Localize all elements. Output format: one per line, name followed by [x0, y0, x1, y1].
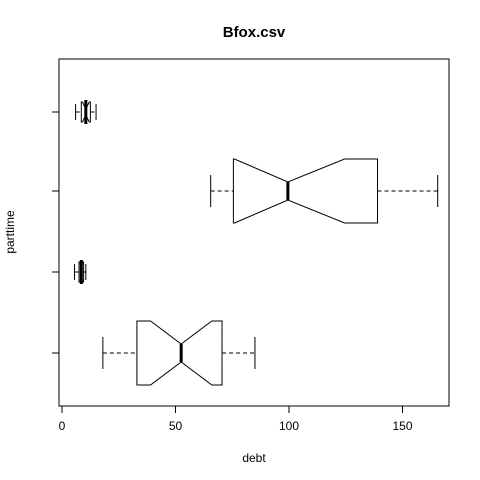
box-3	[210, 158, 439, 224]
box-body-3	[232, 158, 379, 224]
x-tick-label-0: 0	[59, 419, 66, 433]
chart-title: Bfox.csv	[223, 24, 286, 41]
x-tick-label-1: 50	[169, 419, 183, 433]
x-axis: 0 50 100 150	[59, 405, 413, 433]
x-axis-label: debt	[242, 451, 266, 465]
box-4	[75, 100, 97, 124]
y-axis-label: parttime	[3, 210, 17, 254]
x-tick-label-2: 100	[279, 419, 299, 433]
box-body-1	[136, 320, 223, 386]
x-tick-label-3: 150	[392, 419, 412, 433]
y-axis	[52, 111, 59, 354]
box-group	[73, 100, 439, 386]
plot-frame	[58, 58, 450, 407]
box-2	[73, 260, 87, 284]
box-1	[102, 320, 256, 386]
